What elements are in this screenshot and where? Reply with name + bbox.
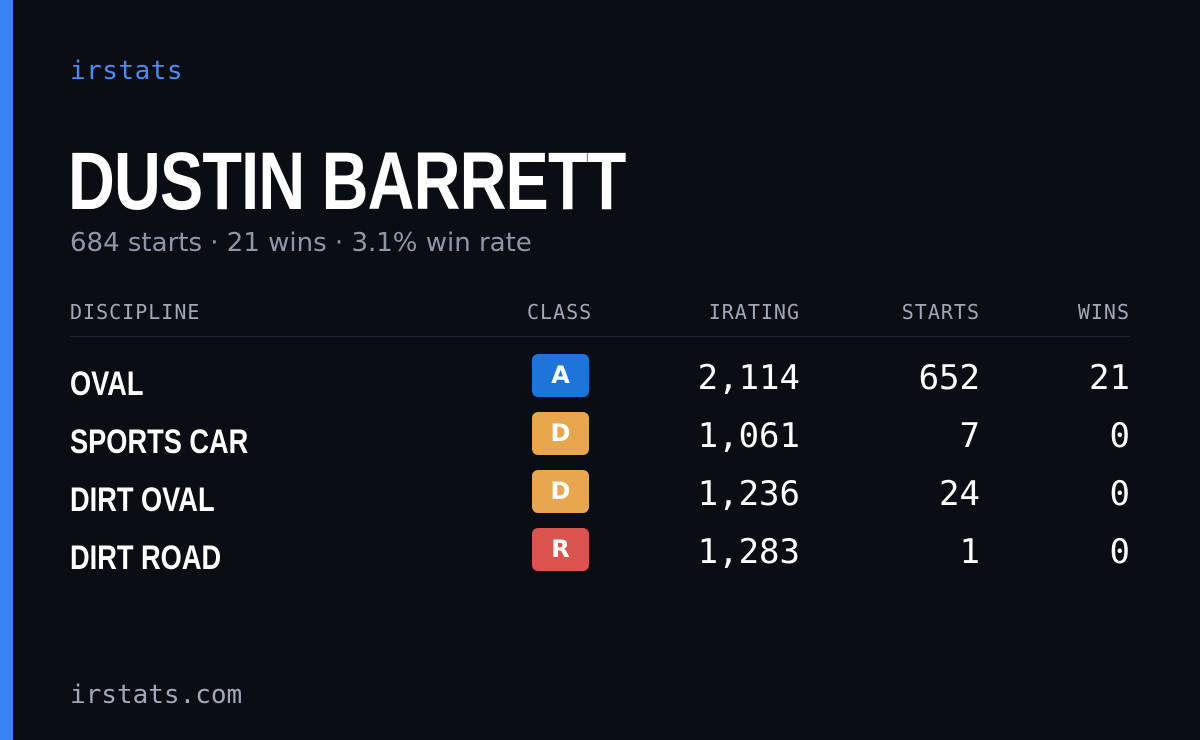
class-badge: D [532,412,589,455]
table-row: SPORTS CAR D 1,061 7 0 [70,408,1130,466]
table-row: OVAL A 2,114 652 21 [70,350,1130,408]
irating-value: 1,236 [697,474,800,514]
class-badge: D [532,470,589,513]
class-badge: R [532,528,589,571]
header-discipline: DISCIPLINE [70,300,201,324]
starts-value: 24 [939,474,980,514]
wins-value: 0 [1109,416,1130,456]
driver-name: DUSTIN BARRETT [68,136,626,227]
discipline-name: DIRT ROAD [70,539,222,577]
table-row: DIRT ROAD R 1,283 1 0 [70,524,1130,582]
header-starts: STARTS [901,300,980,324]
driver-summary: 684 starts · 21 wins · 3.1% win rate [70,228,532,258]
discipline-name: DIRT OVAL [70,481,215,519]
discipline-table: OVAL A 2,114 652 21 SPORTS CAR D 1,061 7… [70,350,1130,582]
class-badge: A [532,354,589,397]
discipline-name: OVAL [70,365,144,403]
irating-value: 2,114 [697,358,800,398]
brand-logo: irstats [70,56,184,86]
header-class: CLASS [527,300,593,324]
irating-value: 1,061 [697,416,800,456]
starts-value: 652 [918,358,980,398]
header-wins: WINS [1077,300,1130,324]
wins-value: 0 [1109,474,1130,514]
footer-url: irstats.com [70,680,243,710]
table-row: DIRT OVAL D 1,236 24 0 [70,466,1130,524]
discipline-name: SPORTS CAR [70,423,249,461]
starts-value: 7 [959,416,980,456]
header-irating: IRATING [708,300,800,324]
starts-value: 1 [959,532,980,572]
table-header: DISCIPLINE CLASS IRATING STARTS WINS [70,300,1130,337]
wins-value: 21 [1089,358,1130,398]
accent-bar [0,0,13,740]
wins-value: 0 [1109,532,1130,572]
irating-value: 1,283 [697,532,800,572]
